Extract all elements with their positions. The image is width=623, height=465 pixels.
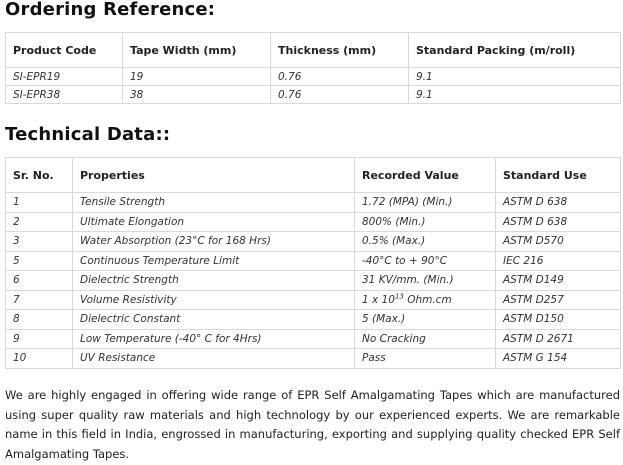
sr-no-cell: 8: [5, 309, 73, 330]
recorded-value-cell: 800% (Min.): [354, 211, 496, 232]
technical-data-heading: Technical Data::: [5, 124, 171, 145]
table-row: 1 Tensile Strength 1.72 (MPA) (Min.) AST…: [5, 192, 621, 213]
column-header-tape-width: Tape Width (mm): [122, 32, 271, 68]
sr-no-cell: 3: [5, 231, 73, 252]
property-cell: Continuous Temperature Limit: [72, 250, 355, 271]
recorded-value-cell: -40°C to + 90°C: [354, 250, 496, 271]
column-header-sr-no: Sr. No.: [5, 157, 73, 193]
value-exponent: 13: [394, 292, 404, 301]
standard-use-cell: ASTM D 2671: [495, 328, 621, 349]
product-code-cell: SI-EPR38: [5, 85, 123, 104]
thickness-cell: 0.76: [270, 85, 409, 104]
property-cell: Tensile Strength: [72, 192, 355, 213]
property-cell: Ultimate Elongation: [72, 211, 355, 232]
property-cell: Water Absorption (23°C for 168 Hrs): [72, 231, 355, 252]
column-header-recorded-value: Recorded Value: [354, 157, 496, 193]
standard-use-cell: IEC 216: [495, 250, 621, 271]
thickness-cell: 0.76: [270, 67, 409, 86]
sr-no-cell: 5: [5, 250, 73, 271]
recorded-value-cell: 0.5% (Max.): [354, 231, 496, 252]
value-unit: Ohm.cm: [403, 293, 452, 306]
tape-width-cell: 38: [122, 85, 271, 104]
column-header-standard-use: Standard Use: [495, 157, 621, 193]
table-row: 3 Water Absorption (23°C for 168 Hrs) 0.…: [5, 231, 621, 252]
property-cell: Dielectric Strength: [72, 270, 355, 291]
column-header-thickness: Thickness (mm): [270, 32, 409, 68]
recorded-value-cell: No Cracking: [354, 328, 496, 349]
standard-packing-cell: 9.1: [408, 85, 621, 104]
standard-use-cell: ASTM D257: [495, 289, 621, 310]
standard-packing-cell: 9.1: [408, 67, 621, 86]
table-row: 8 Dielectric Constant 5 (Max.) ASTM D150: [5, 309, 621, 330]
table-header-row: Sr. No. Properties Recorded Value Standa…: [5, 157, 621, 193]
standard-use-cell: ASTM D149: [495, 270, 621, 291]
recorded-value-cell: 1.72 (MPA) (Min.): [354, 192, 496, 213]
product-code-cell: SI-EPR19: [5, 67, 123, 86]
tape-width-cell: 19: [122, 67, 271, 86]
sr-no-cell: 7: [5, 289, 73, 310]
standard-use-cell: ASTM D150: [495, 309, 621, 330]
table-row: 6 Dielectric Strength 31 KV/mm. (Min.) A…: [5, 270, 621, 291]
standard-use-cell: ASTM D 638: [495, 192, 621, 213]
table-header-row: Product Code Tape Width (mm) Thickness (…: [5, 32, 621, 68]
sr-no-cell: 1: [5, 192, 73, 213]
recorded-value-cell: 5 (Max.): [354, 309, 496, 330]
table-row: 2 Ultimate Elongation 800% (Min.) ASTM D…: [5, 211, 621, 232]
sr-no-cell: 10: [5, 348, 73, 369]
column-header-standard-packing: Standard Packing (m/roll): [408, 32, 621, 68]
ordering-reference-heading: Ordering Reference:: [5, 0, 216, 20]
table-row: 5 Continuous Temperature Limit -40°C to …: [5, 250, 621, 271]
column-header-properties: Properties: [72, 157, 355, 193]
column-header-product-code: Product Code: [5, 32, 123, 68]
technical-data-table: Sr. No. Properties Recorded Value Standa…: [5, 157, 621, 369]
standard-use-cell: ASTM D570: [495, 231, 621, 252]
ordering-reference-table: Product Code Tape Width (mm) Thickness (…: [5, 32, 621, 104]
value-base: 1 x 10: [362, 293, 395, 306]
table-row: 7 Volume Resistivity 1 x 1013 Ohm.cm AST…: [5, 289, 621, 310]
table-row: SI-EPR38 38 0.76 9.1: [5, 85, 621, 104]
property-cell: Dielectric Constant: [72, 309, 355, 330]
description-paragraph: We are highly engaged in offering wide r…: [5, 388, 620, 461]
recorded-value-cell: 1 x 1013 Ohm.cm: [354, 289, 496, 310]
recorded-value-cell: 31 KV/mm. (Min.): [354, 270, 496, 291]
table-row: 10 UV Resistance Pass ASTM G 154: [5, 348, 621, 369]
property-cell: Low Temperature (-40° C for 4Hrs): [72, 328, 355, 349]
property-cell: UV Resistance: [72, 348, 355, 369]
standard-use-cell: ASTM G 154: [495, 348, 621, 369]
property-cell: Volume Resistivity: [72, 289, 355, 310]
table-row: 9 Low Temperature (-40° C for 4Hrs) No C…: [5, 328, 621, 349]
standard-use-cell: ASTM D 638: [495, 211, 621, 232]
sr-no-cell: 6: [5, 270, 73, 291]
table-row: SI-EPR19 19 0.76 9.1: [5, 67, 621, 86]
sr-no-cell: 9: [5, 328, 73, 349]
sr-no-cell: 2: [5, 211, 73, 232]
recorded-value-cell: Pass: [354, 348, 496, 369]
